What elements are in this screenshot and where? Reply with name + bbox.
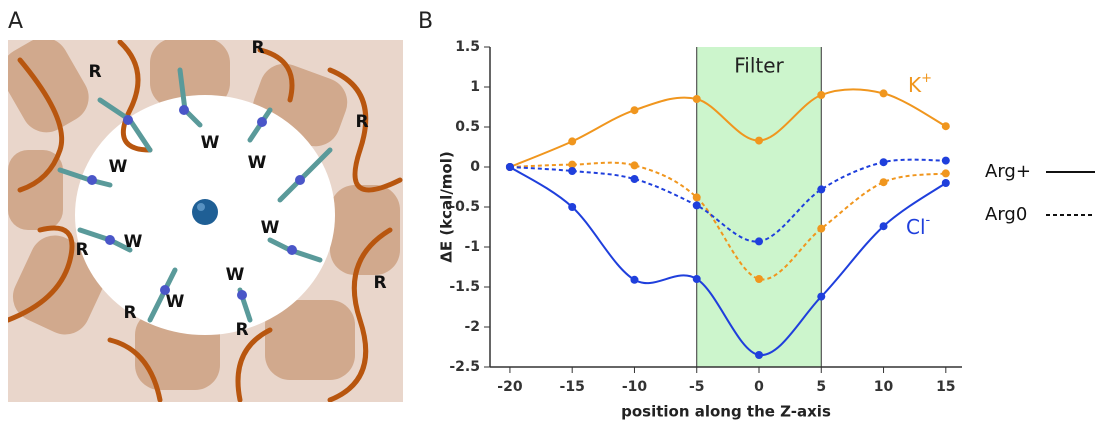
residue-label: R (88, 62, 101, 82)
ion-charge: + (921, 71, 932, 86)
data-point (630, 276, 638, 284)
residue-label: W (261, 218, 280, 238)
residue-label: R (123, 303, 136, 323)
x-tick-label: -5 (689, 379, 705, 395)
data-point (568, 137, 576, 145)
x-tick-label: 15 (936, 379, 955, 395)
data-point (568, 167, 576, 175)
data-point (817, 293, 825, 301)
data-point (817, 91, 825, 99)
data-point (755, 351, 763, 359)
legend-label: Arg+ (985, 161, 1031, 182)
ion-symbol: K (908, 73, 922, 97)
y-tick-label: 1.5 (455, 39, 480, 55)
residue-label: R (373, 273, 386, 293)
legend-label: Arg0 (985, 204, 1027, 225)
data-point (942, 179, 950, 187)
data-point (693, 95, 701, 103)
residue-label: R (251, 38, 264, 58)
data-point (880, 89, 888, 97)
x-tick-label: -10 (622, 379, 648, 395)
data-point (693, 275, 701, 283)
data-point (693, 193, 701, 201)
residue-label: R (235, 320, 248, 340)
x-tick-label: 5 (816, 379, 826, 395)
data-point (755, 137, 763, 145)
panel-letter: A (8, 9, 23, 34)
data-point (880, 222, 888, 230)
data-point (942, 157, 950, 165)
data-point (942, 169, 950, 177)
x-tick-label: -20 (497, 379, 523, 395)
data-point (630, 161, 638, 169)
y-tick-label: -2 (464, 319, 480, 335)
x-tick-label: 0 (754, 379, 764, 395)
residue-label: W (124, 232, 143, 252)
figure: A B R R R R R R R W W W W W W W Filter -2.5 -2 -1.5 -1 - 0.5… (0, 0, 1099, 429)
data-point (568, 203, 576, 211)
y-tick-label: -1.5 (449, 279, 480, 295)
ion-symbol: Cl (906, 215, 926, 239)
ion-label: Cl- (906, 213, 931, 239)
x-tick-label: -15 (560, 379, 585, 395)
x-tick-label: 10 (874, 379, 894, 395)
residue-label: R (355, 112, 368, 132)
residue-label: W (201, 133, 220, 153)
y-tick-label: 0.5 (455, 119, 480, 135)
y-axis-label: ΔE (kcal/mol) (438, 151, 456, 262)
y-tick-label: 1 (470, 79, 480, 95)
data-point (817, 225, 825, 233)
filter-label: Filter (734, 54, 784, 78)
molecule-image (0, 29, 403, 402)
data-point (630, 175, 638, 183)
y-tick-label: 0 (470, 159, 480, 175)
panel-letter: B (418, 9, 433, 34)
ion-charge: - (926, 213, 931, 228)
y-tick-label: -1 (464, 239, 480, 255)
data-point (880, 178, 888, 186)
data-point (755, 275, 763, 283)
residue-label: R (75, 240, 88, 260)
residue-label: W (109, 157, 128, 177)
residue-label: W (248, 153, 267, 173)
residue-label: W (166, 292, 185, 312)
x-axis-label: position along the Z-axis (621, 403, 831, 421)
data-point (693, 201, 701, 209)
residue-label: W (226, 265, 245, 285)
y-tick-label: -2.5 (449, 359, 480, 375)
data-point (630, 106, 638, 114)
data-point (506, 163, 514, 171)
data-point (755, 237, 763, 245)
data-point (817, 185, 825, 193)
data-point (880, 158, 888, 166)
ion-label: K+ (908, 71, 932, 97)
data-point (942, 122, 950, 130)
